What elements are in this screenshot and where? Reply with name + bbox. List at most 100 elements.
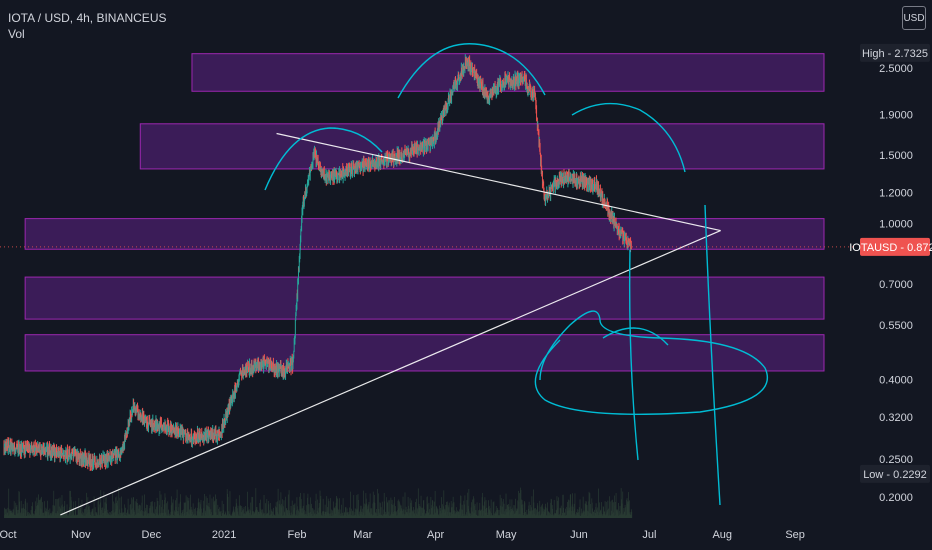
volume-bar <box>205 496 207 518</box>
volume-bar <box>482 510 484 518</box>
volume-bar <box>202 512 203 518</box>
volume-bar <box>497 509 499 518</box>
x-tick-label: Apr <box>427 529 444 541</box>
volume-bar <box>547 502 548 518</box>
volume-bar <box>621 503 623 518</box>
volume-bar <box>43 512 44 518</box>
volume-bar <box>106 503 108 518</box>
volume-bar <box>72 507 74 518</box>
volume-bar <box>545 507 547 518</box>
volume-bar <box>446 501 447 518</box>
volume-bar <box>274 506 276 518</box>
volume-bar <box>277 488 279 518</box>
volume-bar <box>145 508 147 518</box>
volume-bar <box>563 507 564 518</box>
volume-bar <box>160 494 162 518</box>
volume-bar <box>60 508 62 518</box>
trendline[interactable] <box>60 230 721 516</box>
volume-bar <box>112 491 113 518</box>
freehand-drawing[interactable] <box>534 310 769 415</box>
volume-bar <box>23 508 25 518</box>
volume-bar <box>356 495 358 518</box>
volume-bar <box>64 500 66 518</box>
volume-bar <box>219 507 221 518</box>
volume-bar <box>70 500 72 518</box>
volume-bar <box>235 506 236 518</box>
volume-bar <box>103 491 105 518</box>
volume-bar <box>83 509 85 518</box>
x-tick-label: Sep <box>785 529 805 541</box>
volume-bar <box>391 499 393 518</box>
volume-bar <box>25 510 27 518</box>
volume-bar <box>402 496 404 518</box>
volume-bar <box>387 500 389 518</box>
volume-bar <box>282 499 283 518</box>
volume-bar <box>582 496 584 518</box>
volume-bar <box>166 503 167 518</box>
volume-bar <box>572 506 574 518</box>
freehand-drawing[interactable] <box>704 204 721 506</box>
volume-bar <box>449 512 451 518</box>
volume-bar <box>601 502 602 518</box>
x-tick-label: May <box>496 529 517 541</box>
volume-bar <box>440 507 442 518</box>
volume-bar <box>560 505 562 518</box>
volume-bar <box>137 505 139 518</box>
volume-bar <box>339 509 341 518</box>
volume-bar <box>305 505 307 518</box>
volume-bar <box>501 506 503 518</box>
volume-bar <box>531 510 533 518</box>
volume-bar <box>590 504 592 518</box>
volume-bar <box>144 494 145 518</box>
volume-bar <box>395 506 397 518</box>
volume-bar <box>428 502 430 518</box>
volume-bar <box>572 493 574 518</box>
volume-bar <box>539 500 541 518</box>
volume-bar <box>125 507 126 518</box>
volume-bar <box>609 501 611 518</box>
volume-bar <box>66 504 68 518</box>
volume-bar <box>489 511 491 518</box>
volume-bar <box>522 504 524 518</box>
volume-bar <box>384 501 386 518</box>
volume-bar <box>423 499 425 518</box>
volume-bar <box>505 493 507 518</box>
volume-bar <box>431 508 433 518</box>
volume-bar <box>549 512 550 518</box>
volume-bar <box>451 507 453 518</box>
volume-bar <box>574 493 576 518</box>
volume-bar <box>100 490 102 518</box>
volume-bar <box>114 503 116 518</box>
freehand-drawing[interactable] <box>571 102 686 173</box>
freehand-drawing[interactable] <box>264 127 383 191</box>
volume-bar <box>381 501 383 518</box>
zone-rectangle[interactable] <box>24 334 825 372</box>
x-tick-label: Mar <box>353 529 372 541</box>
volume-bar <box>504 509 506 518</box>
volume-bar <box>419 506 421 518</box>
volume-bar <box>220 510 222 518</box>
trendline[interactable] <box>276 132 721 232</box>
volume-bar <box>460 495 462 518</box>
volume-bar <box>311 503 312 518</box>
volume-bar <box>176 489 178 518</box>
volume-bar <box>155 506 157 518</box>
volume-bar <box>413 507 415 518</box>
volume-bar <box>625 507 626 518</box>
zone-rectangle[interactable] <box>24 276 825 320</box>
volume-bar <box>342 498 344 518</box>
currency-button[interactable]: USD <box>902 6 926 30</box>
volume-bar <box>148 513 149 518</box>
volume-bar <box>478 510 480 518</box>
zone-rectangle[interactable] <box>139 123 825 170</box>
freehand-drawing[interactable] <box>602 327 669 346</box>
high-badge <box>860 43 930 62</box>
freehand-drawing[interactable] <box>628 249 639 461</box>
volume-bar <box>515 498 516 518</box>
volume-bar <box>341 512 343 518</box>
x-tick-label: 2021 <box>212 529 236 541</box>
zone-rectangle[interactable] <box>24 218 825 250</box>
freehand-drawing[interactable] <box>397 43 546 99</box>
